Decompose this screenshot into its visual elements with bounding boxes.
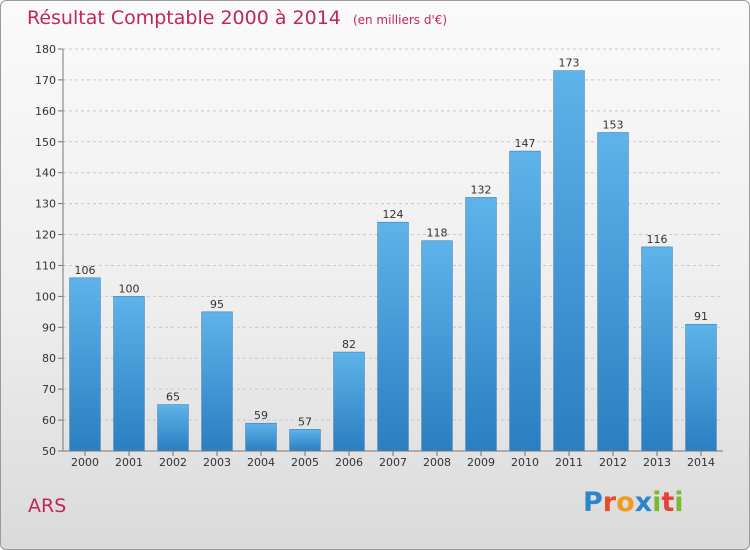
bar-2011	[553, 70, 585, 452]
bar-value-label: 100	[119, 282, 140, 295]
bar-value-label: 95	[210, 298, 224, 311]
y-tick-label: 140	[35, 167, 56, 180]
bar-value-label: 132	[471, 183, 492, 196]
y-tick-label: 80	[42, 352, 56, 365]
bar-2012	[597, 132, 629, 452]
y-tick-label: 100	[35, 290, 56, 303]
bar-2014	[685, 323, 717, 452]
x-tick-label: 2007	[379, 456, 407, 469]
chart-subtitle: (en milliers d'€)	[352, 13, 448, 27]
logo-letter: i	[652, 487, 662, 518]
bar-2009	[465, 197, 497, 452]
x-tick-label: 2001	[115, 456, 143, 469]
bars: 106 100 65 95 59 57 82 124 118 132 147 173 153 116 91	[69, 57, 717, 452]
y-tick-label: 130	[35, 198, 56, 211]
x-tick-label: 2008	[423, 456, 451, 469]
y-tick-label: 60	[42, 414, 56, 427]
bar-value-label: 59	[254, 409, 268, 422]
bar-value-label: 57	[298, 415, 312, 428]
y-tick-label: 90	[42, 321, 56, 334]
bar-2004	[245, 422, 277, 452]
y-tick-label: 170	[35, 74, 56, 87]
proxiti-logo: Proxiti	[583, 487, 684, 518]
bar-2000	[69, 277, 101, 452]
chart-title-text: Résultat Comptable 2000 à 2014	[27, 7, 341, 29]
chart-title: Résultat Comptable 2000 à 2014 (en milli…	[27, 7, 447, 29]
x-tick-label: 2004	[247, 456, 275, 469]
bar-2008	[421, 240, 453, 452]
x-tick-label: 2011	[555, 456, 583, 469]
axes: 50 60 70 80 90 100 110 120 130 140 150 160 170 180 200…	[35, 43, 723, 469]
logo-letter: t	[661, 487, 675, 518]
bar-2005	[289, 429, 321, 452]
bar-2001	[113, 296, 145, 452]
bar-value-label: 153	[603, 118, 624, 131]
x-tick-label: 2002	[159, 456, 187, 469]
bar-value-label: 118	[427, 227, 448, 240]
x-tick-label: 2006	[335, 456, 363, 469]
bar-2010	[509, 150, 541, 452]
bar-2003	[201, 311, 233, 452]
x-tick-label: 2012	[599, 456, 627, 469]
bar-value-label: 173	[559, 57, 580, 70]
bar-2006	[333, 351, 365, 452]
y-tick-label: 70	[42, 383, 56, 396]
bar-2007	[377, 221, 409, 452]
y-tick-label: 180	[35, 43, 56, 56]
logo-letter: P	[583, 487, 603, 518]
bar-value-label: 106	[75, 264, 96, 277]
bar-value-label: 82	[342, 338, 356, 351]
bar-2013	[641, 246, 673, 452]
place-label: ARS	[28, 495, 67, 517]
x-tick-label: 2014	[687, 456, 715, 469]
x-tick-label: 2005	[291, 456, 319, 469]
y-tick-label: 50	[42, 445, 56, 458]
bar-value-label: 116	[647, 233, 668, 246]
x-tick-label: 2013	[643, 456, 671, 469]
y-tick-label: 120	[35, 229, 56, 242]
y-tick-label: 110	[35, 259, 56, 272]
bar-value-label: 124	[383, 208, 404, 221]
bar-value-label: 147	[515, 137, 536, 150]
y-tick-label: 160	[35, 105, 56, 118]
bar-value-label: 91	[694, 310, 708, 323]
y-tick-label: 150	[35, 136, 56, 149]
logo-letter: r	[602, 487, 617, 518]
logo-letter: o	[616, 487, 635, 518]
x-tick-label: 2003	[203, 456, 231, 469]
x-tick-label: 2010	[511, 456, 539, 469]
x-tick-label: 2009	[467, 456, 495, 469]
logo-letter: i	[674, 487, 684, 518]
bar-value-label: 65	[166, 391, 180, 404]
x-tick-label: 2000	[71, 456, 99, 469]
logo-letter: x	[634, 487, 653, 518]
bar-2002	[157, 404, 189, 452]
